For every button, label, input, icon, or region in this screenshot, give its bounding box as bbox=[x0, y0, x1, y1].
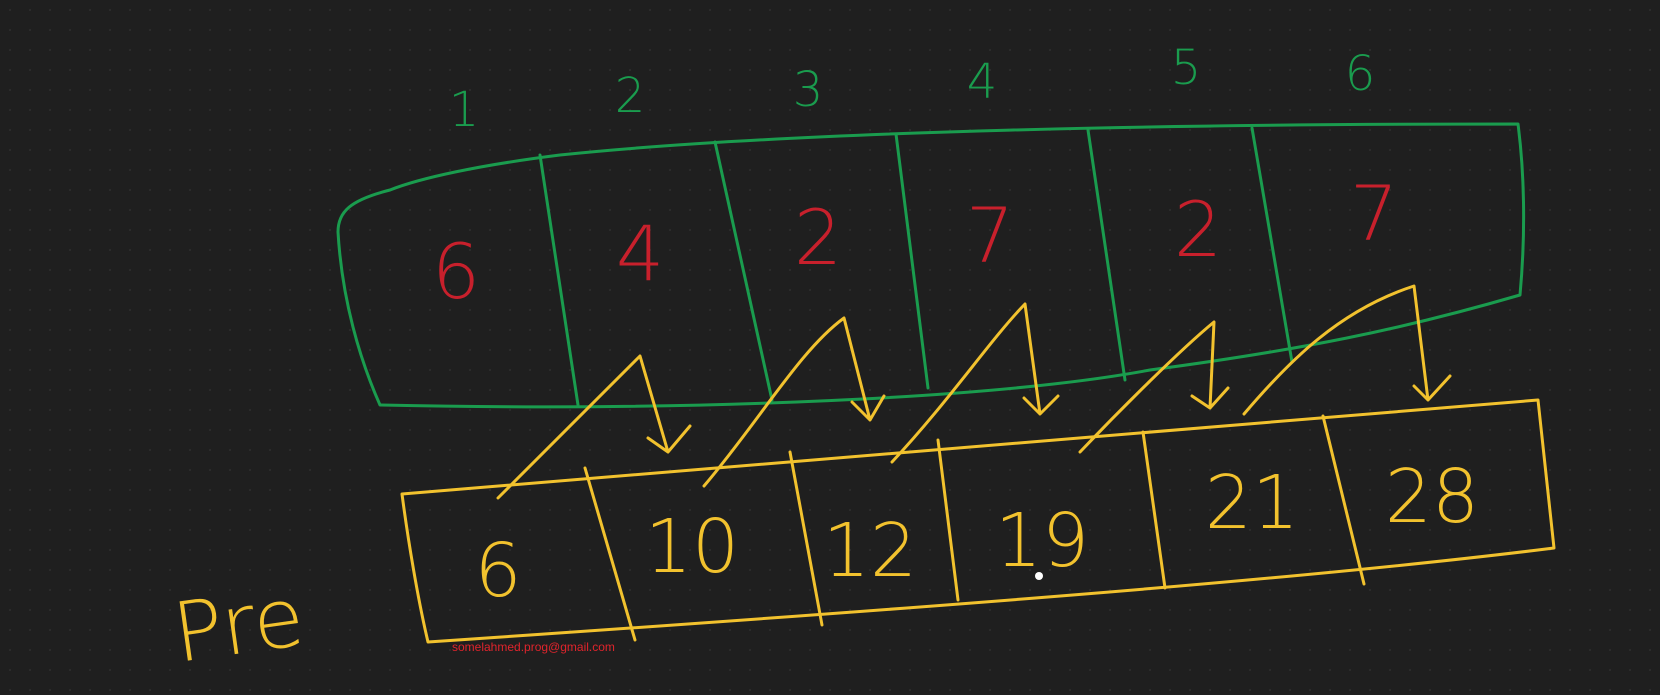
array-divider bbox=[1250, 126, 1294, 364]
array-divider bbox=[894, 132, 930, 390]
index-label: 5 bbox=[1171, 40, 1202, 96]
array-divider bbox=[1086, 128, 1127, 382]
array-divider bbox=[713, 140, 774, 402]
index-label: 4 bbox=[967, 54, 998, 110]
accumulation-arrow bbox=[1078, 320, 1230, 454]
accumulation-arrow bbox=[702, 316, 886, 488]
array-value: 6 bbox=[432, 227, 480, 316]
prefix-divider bbox=[583, 466, 637, 642]
prefix-dividers bbox=[583, 414, 1366, 642]
accumulation-arrow bbox=[1242, 284, 1452, 416]
prefix-value: 12 bbox=[823, 508, 917, 594]
prefix-value: 21 bbox=[1205, 460, 1299, 546]
prefix-value: 10 bbox=[645, 504, 739, 590]
prefix-array-outline bbox=[400, 398, 1556, 644]
array-outline bbox=[336, 122, 1526, 409]
array-value: 7 bbox=[1350, 169, 1398, 258]
array-dividers bbox=[538, 126, 1294, 407]
index-label: 6 bbox=[1345, 46, 1376, 102]
prefix-divider bbox=[788, 450, 824, 627]
watermark-email: somelahmed.prog@gmail.com bbox=[452, 640, 615, 654]
prefix-value: 6 bbox=[474, 528, 521, 614]
prefix-value: 28 bbox=[1385, 454, 1479, 540]
prefix-divider bbox=[936, 438, 960, 602]
array-value: 4 bbox=[616, 209, 664, 298]
prefix-divider bbox=[1141, 430, 1167, 590]
index-label: 3 bbox=[793, 62, 824, 118]
prefix-title: Pre bbox=[168, 570, 310, 682]
array-value: 7 bbox=[966, 191, 1014, 280]
prefix-divider bbox=[1321, 414, 1366, 586]
pointer-dot bbox=[1035, 572, 1043, 580]
prefix-value: 19 bbox=[995, 498, 1089, 584]
accumulation-arrow bbox=[890, 302, 1060, 464]
array-divider bbox=[538, 153, 580, 407]
accumulation-arrow bbox=[496, 354, 692, 500]
index-label: 2 bbox=[615, 68, 646, 124]
array-value: 2 bbox=[794, 193, 842, 282]
array-value: 2 bbox=[1174, 185, 1222, 274]
accumulation-arrows bbox=[496, 284, 1452, 500]
index-label: 1 bbox=[449, 82, 480, 138]
